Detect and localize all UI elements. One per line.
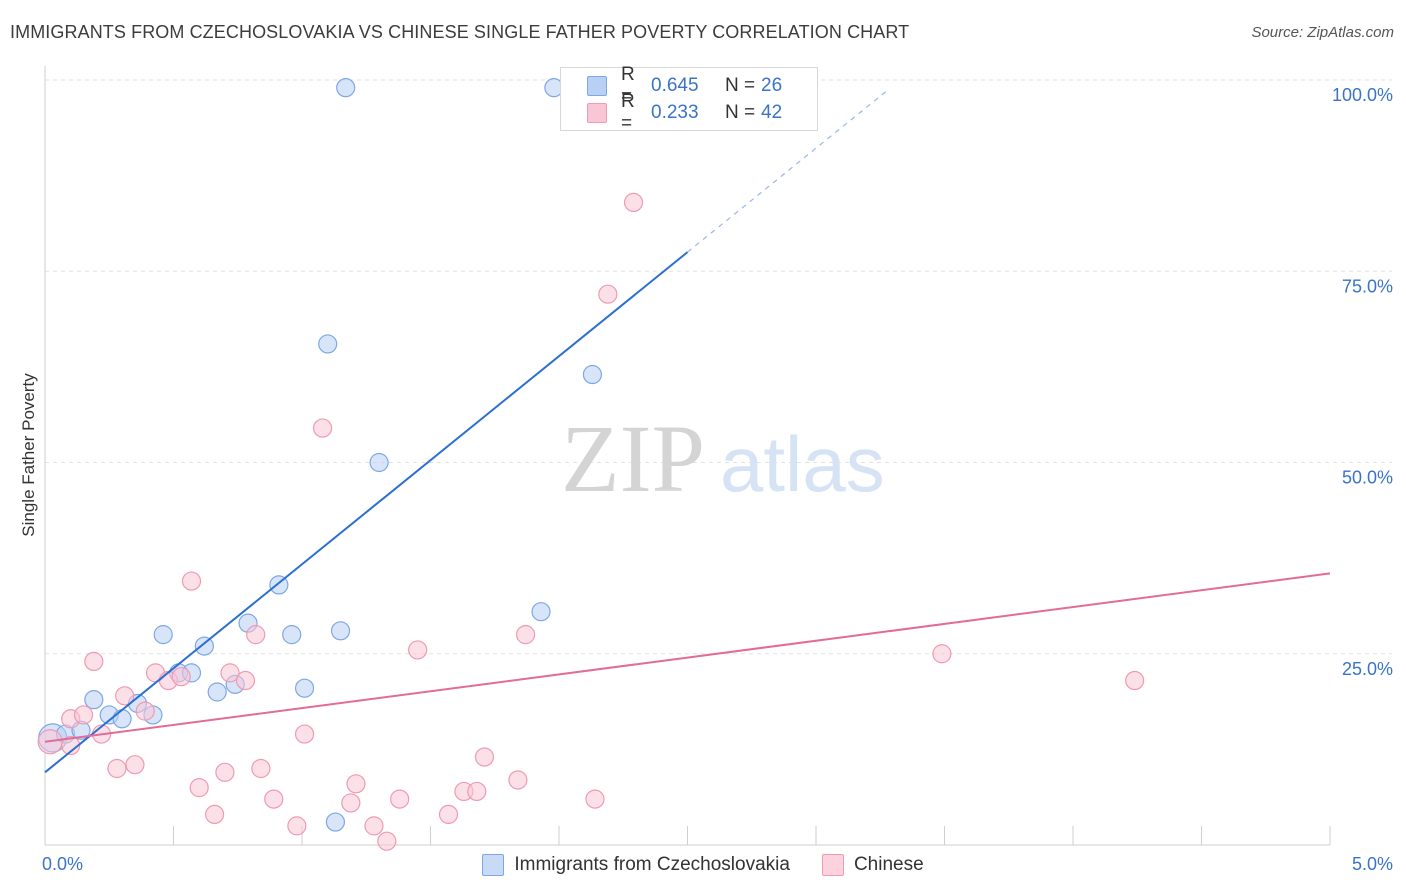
data-point	[125, 755, 145, 775]
legend-label: Immigrants from Czechoslovakia	[514, 854, 790, 875]
data-point	[623, 192, 644, 212]
data-point	[181, 571, 202, 591]
data-point	[246, 625, 266, 645]
data-point	[438, 804, 459, 825]
legend-swatch-pink	[587, 103, 607, 123]
data-point	[205, 804, 225, 825]
n-label: N =	[725, 75, 756, 96]
data-point	[377, 831, 397, 851]
data-point	[220, 663, 240, 683]
y-tick-label: 50.0%	[1342, 468, 1393, 488]
x-tick-label-max: 5.0%	[1352, 854, 1393, 874]
data-point	[153, 625, 173, 645]
x-tick-label-min: 0.0%	[42, 854, 83, 874]
correlation-legend: R = 0.645 N = 26 R = 0.233 N = 42	[560, 64, 818, 134]
data-point	[408, 640, 428, 660]
legend-row-chinese: R = 0.233 N = 42	[587, 91, 783, 134]
data-point	[390, 789, 410, 809]
n-label: N =	[725, 102, 756, 123]
r-value: 0.645	[651, 75, 699, 96]
watermark-atlas: atlas	[720, 420, 885, 508]
data-point	[112, 709, 132, 729]
data-point	[235, 670, 256, 691]
trend-line-czechoslovakia-extension	[687, 89, 889, 253]
data-point	[294, 678, 315, 698]
legend-swatch-pink	[821, 854, 844, 876]
trend-lines	[44, 89, 1331, 774]
legend-swatch-blue	[482, 854, 505, 876]
data-point	[582, 364, 603, 385]
data-point	[325, 812, 346, 832]
n-value: 42	[761, 102, 783, 123]
data-point	[312, 418, 333, 438]
data-point	[1125, 670, 1145, 691]
data-point	[264, 789, 284, 809]
legend-item-czechoslovakia: Immigrants from Czechoslovakia	[482, 854, 790, 876]
data-point	[207, 682, 227, 702]
data-point	[107, 758, 127, 779]
data-point	[135, 701, 155, 721]
legend-label: Chinese	[853, 854, 924, 875]
trend-line-chinese	[44, 572, 1331, 743]
r-value: 0.233	[651, 102, 699, 123]
chart-title: IMMIGRANTS FROM CZECHOSLOVAKIA VS CHINES…	[10, 22, 910, 42]
data-point	[251, 758, 271, 779]
axes	[44, 66, 1331, 846]
data-point	[932, 644, 952, 664]
data-point	[84, 651, 104, 672]
legend-item-chinese: Chinese	[821, 854, 924, 876]
data-point	[115, 686, 135, 706]
series-legend: Immigrants from Czechoslovakia Chinese	[0, 852, 1406, 878]
watermark: ZIP atlas	[561, 405, 885, 512]
data-point	[294, 724, 315, 744]
legend-row-czechoslovakia: R = 0.645 N = 26	[587, 64, 783, 107]
data-point	[336, 78, 356, 98]
data-point	[598, 284, 618, 304]
data-points	[37, 78, 1145, 851]
r-label: R =	[621, 91, 635, 134]
r-label: R =	[621, 64, 635, 107]
legend-swatch-blue	[587, 76, 607, 96]
data-point	[531, 602, 551, 622]
data-point	[585, 789, 605, 809]
data-point	[73, 705, 94, 725]
watermark-zip: ZIP	[561, 405, 705, 512]
data-point	[369, 452, 389, 473]
n-value: 26	[761, 75, 783, 96]
data-point	[84, 690, 104, 710]
tick-labels: 25.0% 50.0% 75.0% 100.0% 0.0% 5.0%	[42, 85, 1393, 874]
data-point	[364, 816, 384, 836]
y-tick-label: 25.0%	[1342, 659, 1393, 679]
data-point	[341, 793, 361, 813]
data-point	[515, 625, 536, 645]
y-tick-label: 100.0%	[1332, 85, 1393, 105]
data-point	[474, 747, 495, 767]
data-point	[61, 735, 81, 756]
data-point	[318, 334, 338, 354]
source-label: Source: ZipAtlas.com	[1251, 24, 1394, 41]
data-point	[330, 621, 351, 641]
data-point	[508, 770, 528, 790]
data-point	[194, 636, 214, 656]
data-point	[287, 816, 307, 836]
data-point	[346, 774, 366, 794]
trend-line-czechoslovakia	[44, 251, 689, 774]
data-point	[467, 781, 487, 802]
data-point	[215, 762, 235, 782]
data-point	[282, 625, 302, 645]
data-point	[189, 778, 209, 798]
data-point	[171, 667, 191, 687]
y-tick-label: 75.0%	[1342, 276, 1393, 296]
grid-lines	[45, 79, 1392, 655]
